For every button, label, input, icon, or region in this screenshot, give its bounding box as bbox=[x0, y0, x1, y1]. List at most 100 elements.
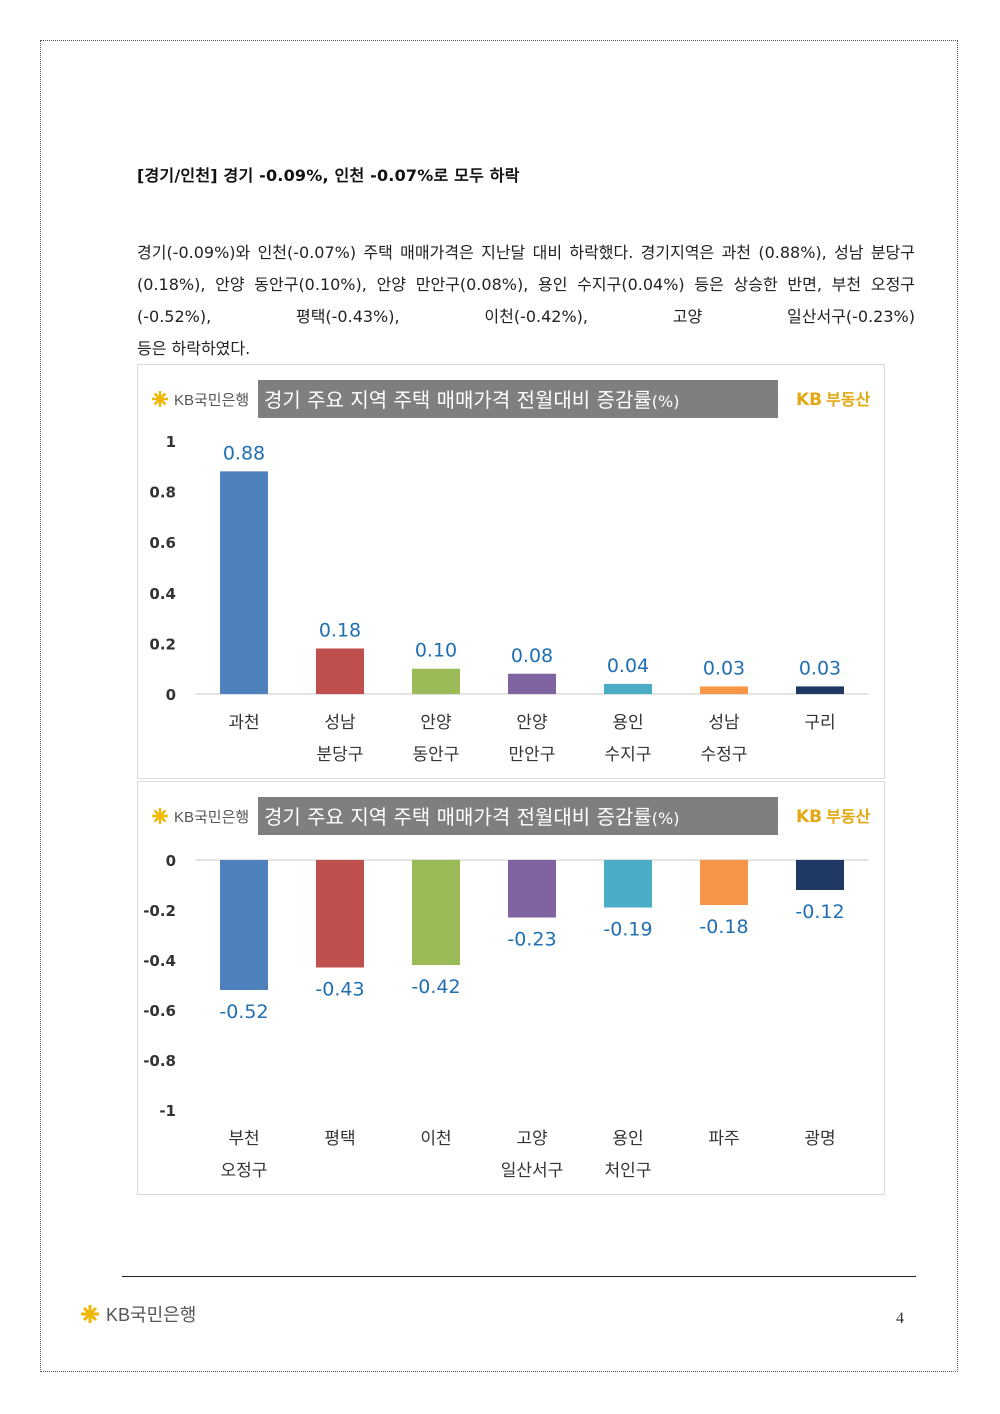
kb-realestate-text: 부동산 bbox=[826, 390, 870, 409]
kb-bank-logo: KB국민은행 bbox=[152, 391, 249, 409]
y-tick-label: 0.2 bbox=[149, 635, 176, 653]
bar bbox=[604, 860, 652, 908]
data-label: -0.18 bbox=[699, 916, 748, 938]
category-label: 동안구 bbox=[413, 745, 460, 765]
bar bbox=[700, 686, 748, 694]
category-label: 이천 bbox=[420, 1129, 451, 1149]
data-label: 0.88 bbox=[223, 442, 265, 464]
chart-svg: KB국민은행 경기 주요 지역 주택 매매가격 전월대비 증감률(%) KB 부동산 0… bbox=[143, 797, 871, 1181]
paragraph-line: 등은 상승한 반면, 부천 오정구(-0.52%), 평택(-0.43%), 이… bbox=[137, 275, 916, 326]
kb-star-icon bbox=[152, 391, 168, 407]
y-tick-label: -0.6 bbox=[143, 1002, 176, 1020]
kb-realestate-text: 부동산 bbox=[826, 807, 870, 826]
category-label: 처인구 bbox=[605, 1161, 652, 1181]
bar bbox=[508, 860, 556, 918]
category-label: 성남 bbox=[708, 713, 740, 733]
category-label: 용인 bbox=[612, 713, 643, 733]
footer-logo: KB국민은행 bbox=[78, 1300, 218, 1334]
paragraph-line: 등은 하락하였다. bbox=[137, 339, 251, 358]
category-label: 안양 bbox=[420, 713, 451, 733]
y-tick-label: 0 bbox=[166, 686, 176, 704]
chart-title: 경기 주요 지역 주택 매매가격 전월대비 증감률(%) bbox=[264, 805, 679, 829]
page-border bbox=[40, 40, 958, 1372]
chart-title-unit: (%) bbox=[652, 392, 680, 411]
category-label: 과천 bbox=[228, 713, 259, 733]
kb-realestate-logo: KB 부동산 bbox=[796, 807, 871, 827]
y-tick-label: 0 bbox=[166, 852, 176, 870]
chart-title-background bbox=[258, 797, 778, 835]
kb-bank-label: KB국민은행 bbox=[174, 809, 249, 826]
paragraph-line: 경기(-0.09%)와 인천(-0.07%) 주택 매매가격은 지난달 대비 하… bbox=[137, 243, 752, 262]
bar bbox=[700, 860, 748, 905]
category-label: 수지구 bbox=[605, 745, 652, 765]
kb-realestate-kb: KB bbox=[796, 390, 822, 410]
category-label: 만안구 bbox=[509, 745, 556, 765]
y-tick-label: 0.6 bbox=[149, 534, 176, 552]
kb-star-ray bbox=[153, 392, 167, 406]
kb-star-icon bbox=[81, 1305, 99, 1323]
footer-divider bbox=[122, 1276, 916, 1277]
category-label: 안양 bbox=[516, 713, 547, 733]
data-label: 0.03 bbox=[703, 657, 745, 679]
section-heading: [경기/인천] 경기 -0.09%, 인천 -0.07%로 모두 하락 bbox=[137, 166, 520, 185]
bar bbox=[316, 648, 364, 694]
chart-title-background bbox=[258, 380, 778, 418]
y-tick-label: -0.2 bbox=[143, 902, 176, 920]
data-label: -0.12 bbox=[795, 901, 844, 923]
data-label: 0.18 bbox=[319, 619, 361, 641]
page-number: 4 bbox=[896, 1310, 904, 1327]
kb-star-ray bbox=[153, 809, 167, 823]
chart-title-main: 경기 주요 지역 주택 매매가격 전월대비 증감률 bbox=[264, 388, 652, 412]
chart-title-main: 경기 주요 지역 주택 매매가격 전월대비 증감률 bbox=[264, 805, 652, 829]
bar bbox=[508, 673, 556, 694]
category-label: 부천 bbox=[228, 1129, 259, 1149]
category-label: 일산서구 bbox=[501, 1161, 564, 1181]
bar bbox=[220, 471, 268, 694]
category-label: 수정구 bbox=[701, 745, 748, 765]
y-tick-label: -0.4 bbox=[143, 952, 176, 970]
category-label: 오정구 bbox=[221, 1161, 268, 1181]
kb-realestate-kb: KB bbox=[796, 807, 822, 827]
data-label: 0.10 bbox=[415, 640, 457, 662]
data-label: -0.42 bbox=[411, 976, 460, 998]
y-tick-label: 0.8 bbox=[149, 484, 176, 502]
y-tick-label: -1 bbox=[159, 1102, 176, 1120]
bar bbox=[316, 860, 364, 968]
chart-title: 경기 주요 지역 주택 매매가격 전월대비 증감률(%) bbox=[264, 388, 679, 412]
category-label: 용인 bbox=[612, 1129, 643, 1149]
chart-positive-change: KB국민은행 경기 주요 지역 주택 매매가격 전월대비 증감률(%) KB 부동산 1… bbox=[137, 364, 885, 779]
data-label: -0.23 bbox=[507, 929, 556, 951]
data-label: 0.04 bbox=[607, 655, 649, 677]
data-label: -0.52 bbox=[219, 1001, 268, 1023]
y-tick-label: 0.4 bbox=[149, 585, 176, 603]
category-label: 고양 bbox=[516, 1129, 547, 1149]
bar bbox=[412, 668, 460, 694]
chart-svg: KB국민은행 경기 주요 지역 주택 매매가격 전월대비 증감률(%) KB 부동산 1… bbox=[149, 380, 871, 765]
paragraph-line: (0.88%), 성남 분당구(0.18%), 안양 동안구(0.10%), 안… bbox=[137, 243, 915, 294]
kb-bank-logo: KB국민은행 bbox=[81, 1305, 196, 1325]
category-label: 평택 bbox=[324, 1129, 355, 1149]
y-tick-label: -0.8 bbox=[143, 1052, 176, 1070]
data-label: -0.19 bbox=[603, 919, 652, 941]
kb-bank-label: KB국민은행 bbox=[106, 1305, 196, 1325]
chart-title-unit: (%) bbox=[652, 809, 680, 828]
bar bbox=[220, 860, 268, 990]
data-label: 0.03 bbox=[799, 657, 841, 679]
bar bbox=[604, 683, 652, 694]
category-label: 성남 bbox=[324, 713, 356, 733]
category-label: 파주 bbox=[708, 1129, 739, 1149]
data-label: 0.08 bbox=[511, 645, 553, 667]
kb-realestate-logo: KB 부동산 bbox=[796, 390, 871, 410]
bar bbox=[796, 686, 844, 694]
data-label: -0.43 bbox=[315, 979, 364, 1001]
kb-star-icon bbox=[152, 808, 168, 824]
bar bbox=[796, 860, 844, 890]
category-label: 분당구 bbox=[317, 745, 364, 765]
bar bbox=[412, 860, 460, 965]
y-tick-label: 1 bbox=[166, 433, 176, 451]
category-label: 광명 bbox=[804, 1129, 835, 1149]
category-label: 구리 bbox=[804, 713, 835, 733]
kb-bank-logo: KB국민은행 bbox=[152, 808, 249, 826]
body-paragraph: 경기(-0.09%)와 인천(-0.07%) 주택 매매가격은 지난달 대비 하… bbox=[137, 237, 915, 365]
kb-bank-label: KB국민은행 bbox=[174, 392, 249, 409]
